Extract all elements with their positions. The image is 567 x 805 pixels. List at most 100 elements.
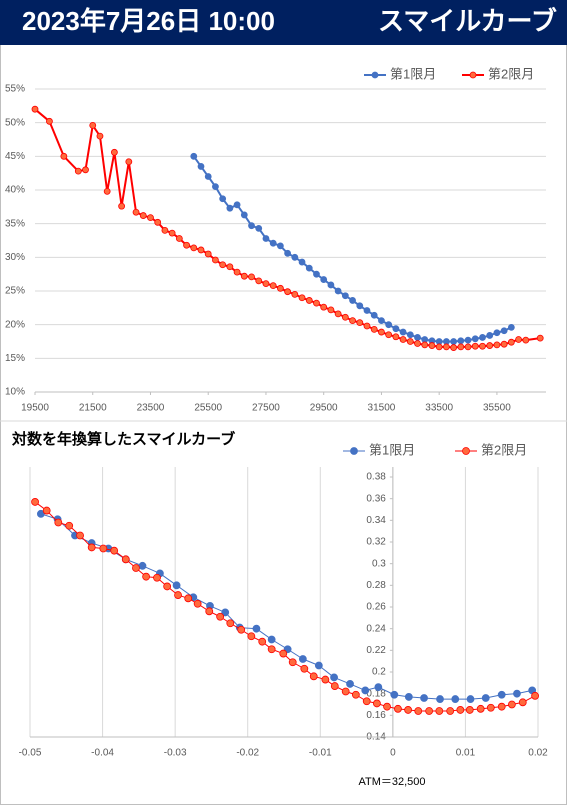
data-point [138,561,147,570]
y-tick-label: 45% [5,151,25,162]
data-point [404,706,412,714]
data-point [370,311,378,319]
data-point [197,246,205,254]
data-point [531,691,539,700]
y-tick-label: 0.26 [366,602,386,613]
data-point [219,261,227,269]
data-point [356,319,364,327]
data-point [204,173,212,180]
legend-marker [371,71,379,79]
header-title: スマイルカーブ [378,6,557,36]
chart-title: 対数を年換算したスマイルカーブ [11,430,235,448]
data-point [341,687,350,696]
data-point [385,331,393,339]
header-band [0,0,567,45]
y-tick-label: 0.28 [366,580,386,591]
data-point [221,608,230,617]
data-point [414,334,421,341]
data-point [399,336,407,343]
data-point [305,297,313,304]
data-point [205,607,214,616]
y-tick-label: 30% [5,252,25,263]
data-point [466,695,475,703]
x-tick-label: 29500 [310,403,338,414]
data-point [172,581,181,590]
data-point [54,518,63,527]
data-point [385,321,393,329]
header-date: 2023年7月26日 10:00 [22,6,275,36]
data-point [121,555,130,564]
y-tick-label: 0.38 [366,472,386,483]
data-point [378,328,385,336]
x-tick-label: 35500 [483,403,511,414]
data-point [372,699,381,708]
y-tick-label: 0.24 [366,623,386,634]
y-tick-label: 15% [5,353,25,364]
data-point [284,249,292,257]
data-point [420,694,428,702]
data-point [450,338,458,345]
data-point [330,673,338,682]
data-point [267,645,276,654]
y-tick-label: 0.16 [366,710,386,721]
data-point [497,702,506,711]
data-point [471,342,479,350]
data-point [457,337,465,345]
data-point [298,294,306,302]
data-point [341,313,349,321]
data-point [421,341,429,349]
data-point [276,242,284,250]
x-tick-label: 33500 [425,403,453,414]
data-point [374,683,383,692]
data-point [476,704,485,713]
data-point [414,707,423,715]
data-point [96,132,104,140]
data-point [500,340,508,348]
data-point [414,340,421,347]
data-point [363,307,371,314]
data-point [370,325,378,333]
data-point [183,241,190,249]
data-point [212,183,219,191]
data-point [248,273,255,281]
y-tick-label: 25% [5,286,25,297]
data-point [193,599,202,608]
data-point [269,239,277,247]
data-point [305,264,313,272]
y-tick-label: 0.22 [366,645,386,656]
data-point [471,335,479,343]
data-point [435,707,444,715]
x-tick-label: -0.05 [19,748,42,759]
data-point [327,281,335,289]
x-tick-label: 21500 [79,403,107,414]
data-point [507,700,516,709]
data-point [320,303,328,311]
data-point [258,637,267,646]
data-point [240,211,248,219]
data-point [464,336,472,344]
data-point [184,594,193,603]
x-tick-label: 19500 [21,403,49,414]
data-point [300,664,309,673]
data-point [60,152,68,160]
data-point [435,343,443,351]
data-point [346,680,354,688]
data-point [103,187,111,195]
data-point [392,333,400,341]
y-tick-label: 35% [5,218,25,229]
data-point [479,334,486,341]
data-point [147,214,154,222]
data-point [219,195,227,203]
data-point [507,323,515,331]
data-point [284,288,292,296]
data-point [446,707,455,715]
data-point [314,661,323,670]
data-point [428,342,436,349]
x-tick-label: 0.02 [528,748,548,759]
data-point [486,703,495,712]
data-point [320,276,328,283]
data-point [255,277,263,285]
data-point [139,212,147,219]
data-point [255,224,263,232]
